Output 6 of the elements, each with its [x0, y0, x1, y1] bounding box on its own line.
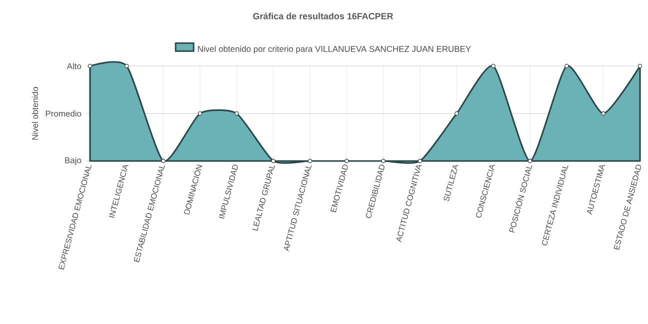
y-axis-title: Nivel obtenido	[32, 87, 38, 140]
ref-line-label: Alto	[66, 62, 82, 70]
chart-title: Gráfica de resultados 16FACPER	[253, 12, 394, 20]
ref-line-label: Bajo	[65, 157, 82, 165]
ref-line-label: Promedio	[46, 110, 82, 117]
text: Nivel obtenido por criterio para VILLANUEVA SANCHEZ JUAN ERUBEY	[198, 46, 471, 54]
